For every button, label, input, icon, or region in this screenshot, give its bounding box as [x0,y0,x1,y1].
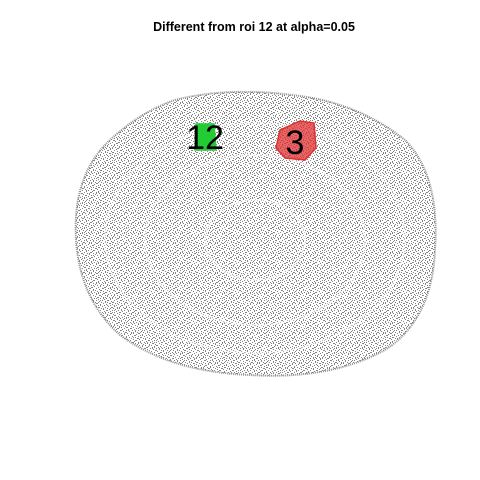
regions: 12 3 [186,119,317,162]
roi-label: 12 [186,119,224,157]
point-cloud [74,90,437,377]
roi-label: 3 [286,124,305,162]
roi-region [194,123,217,151]
title: Different from roi 12 at alpha=0.05 [153,20,355,34]
roi-region [275,120,317,161]
